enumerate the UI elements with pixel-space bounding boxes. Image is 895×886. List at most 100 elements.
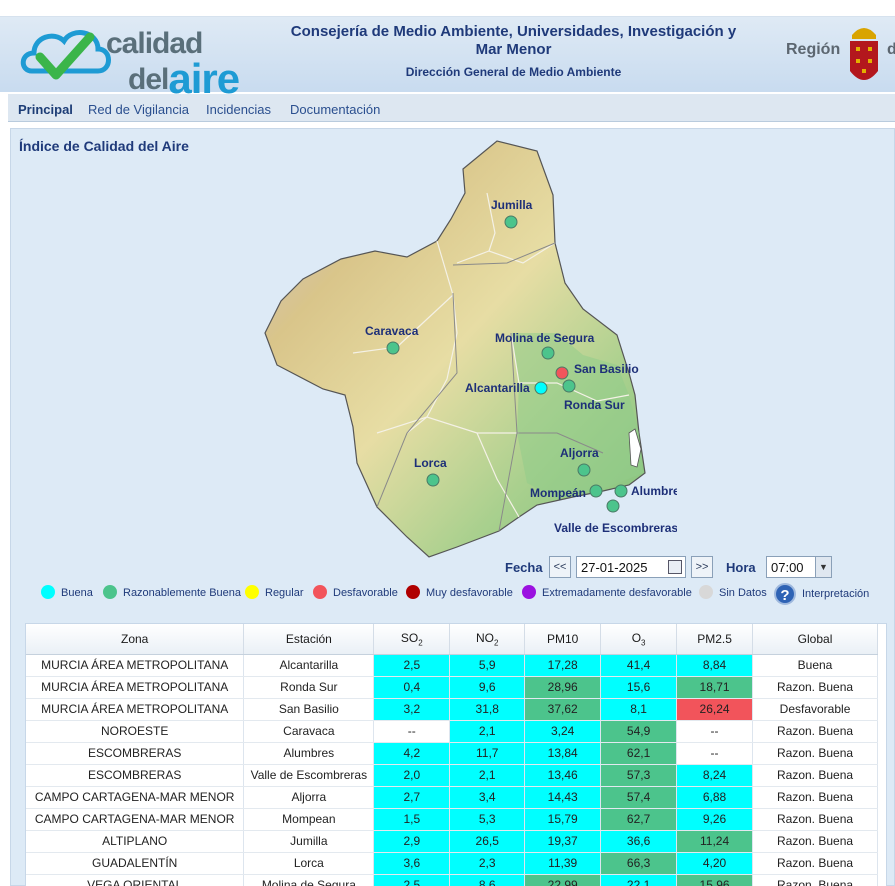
nav-principal[interactable]: Principal (18, 102, 73, 117)
cell-zona: MURCIA ÁREA METROPOLITANA (26, 676, 245, 699)
station-marker-caravaca[interactable] (386, 341, 400, 355)
table-row: MURCIA ÁREA METROPOLITANA Ronda Sur 0,4 9,6… (26, 676, 878, 699)
date-input[interactable]: 27-01-2025 (576, 556, 686, 578)
station-marker-ronda-sur[interactable] (562, 379, 576, 393)
section-title: Índice de Calidad del Aire (19, 138, 189, 154)
interpretacion-link[interactable]: Interpretación (802, 588, 870, 600)
cell-estacion: Aljorra (243, 786, 375, 809)
station-marker-mompean[interactable] (589, 484, 603, 498)
cell-global: Buena (752, 654, 878, 677)
cell-so2: 4,2 (373, 742, 451, 765)
station-label-alumbres[interactable]: Alumbres (631, 484, 677, 498)
station-marker-molina-de-segura[interactable] (541, 346, 555, 360)
cell-pm10: 3,24 (524, 720, 602, 743)
station-label-molina-de-segura[interactable]: Molina de Segura (495, 331, 595, 345)
nav-red-de-vigilancia[interactable]: Red de Vigilancia (88, 102, 189, 117)
next-date-button[interactable]: >> (691, 556, 713, 578)
mar-menor-lagoon (628, 428, 642, 468)
legend-label: Muy desfavorable (426, 587, 513, 599)
cell-estacion: Mompean (243, 808, 375, 831)
region-map[interactable]: Jumilla Caravaca Molina de Segura San Ba… (257, 133, 677, 565)
murcia-crest-icon (850, 28, 878, 80)
date-value: 27-01-2025 (581, 560, 648, 575)
station-marker-alumbres[interactable] (614, 484, 628, 498)
station-label-jumilla[interactable]: Jumilla (491, 198, 533, 212)
cell-estacion: Alumbres (243, 742, 375, 765)
station-label-ronda-sur[interactable]: Ronda Sur (564, 398, 625, 412)
cell-no2: 3,4 (449, 786, 526, 809)
station-marker-jumilla[interactable] (504, 215, 518, 229)
cell-pm25: 26,24 (676, 698, 754, 721)
column-header-pm25[interactable]: PM2.5 (676, 624, 754, 655)
legend-item-muy-desfavorable: Muy desfavorable (406, 585, 513, 599)
cell-pm10: 19,37 (524, 830, 602, 853)
region-label: Región (786, 41, 840, 59)
cell-o3: 54,9 (600, 720, 678, 743)
hour-value: 07:00 (771, 560, 804, 575)
legend-dot-icon (699, 585, 713, 599)
legend-dot-icon (522, 585, 536, 599)
region-label-cut: d (887, 41, 895, 58)
cell-no2: 11,7 (449, 742, 526, 765)
cell-so2: 2,5 (373, 874, 451, 886)
cell-zona: GUADALENTÍN (26, 852, 245, 875)
no2-subscript: 2 (493, 637, 499, 647)
cell-pm25: 8,84 (676, 654, 754, 677)
cell-pm10: 13,84 (524, 742, 602, 765)
cell-estacion: Caravaca (243, 720, 375, 743)
cloud-check-icon (20, 30, 111, 80)
cell-pm25: 11,24 (676, 830, 754, 853)
cell-so2: 2,9 (373, 830, 451, 853)
station-label-aljorra[interactable]: Aljorra (560, 446, 599, 460)
column-header-pm10[interactable]: PM10 (524, 624, 602, 655)
chevron-down-icon[interactable]: ▼ (815, 557, 831, 577)
cell-o3: 41,4 (600, 654, 678, 677)
cell-o3: 15,6 (600, 676, 678, 699)
previous-date-button[interactable]: << (549, 556, 571, 578)
legend-item-regular: Regular (245, 585, 304, 599)
cell-zona: CAMPO CARTAGENA-MAR MENOR (26, 808, 245, 831)
station-label-caravaca[interactable]: Caravaca (365, 324, 419, 338)
station-marker-alcantarilla[interactable] (534, 381, 548, 395)
nav-documentacion[interactable]: Documentación (290, 102, 381, 117)
so2-subscript: 2 (418, 637, 423, 647)
calidad-del-aire-logo[interactable]: calidad delaire (18, 19, 248, 102)
column-header-no2[interactable]: NO2 (449, 624, 526, 655)
station-label-mompean[interactable]: Mompeán (530, 486, 586, 500)
cell-pm25: 9,26 (676, 808, 754, 831)
station-marker-valle-de-escombreras[interactable] (606, 499, 620, 513)
column-header-zona[interactable]: Zona (26, 624, 245, 655)
hour-select[interactable]: 07:00 ▼ (766, 556, 832, 578)
cell-pm25: 4,20 (676, 852, 754, 875)
cell-global: Razon. Buena (752, 764, 878, 787)
station-label-alcantarilla[interactable]: Alcantarilla (465, 381, 530, 395)
column-header-so2[interactable]: SO2 (373, 624, 451, 655)
page-header: calidad delaire Consejería de Medio Ambi… (0, 16, 895, 102)
station-marker-aljorra[interactable] (577, 463, 591, 477)
column-header-estacion[interactable]: Estación (243, 624, 375, 655)
legend-item-razonablemente-buena: Razonablemente Buena (103, 585, 241, 599)
station-marker-san-basilio[interactable] (555, 366, 569, 380)
cell-o3: 57,4 (600, 786, 678, 809)
table-row: MURCIA ÁREA METROPOLITANA San Basilio 3,2 3… (26, 698, 878, 721)
table-body: MURCIA ÁREA METROPOLITANA Alcantarilla 2,5… (26, 654, 878, 886)
nav-incidencias[interactable]: Incidencias (206, 102, 272, 117)
station-label-lorca[interactable]: Lorca (414, 456, 447, 470)
cell-zona: VEGA ORIENTAL (26, 874, 245, 886)
legend-item-buena: Buena (41, 585, 93, 599)
cell-estacion: Alcantarilla (243, 654, 375, 677)
help-icon[interactable]: ? (774, 583, 796, 605)
column-header-o3[interactable]: O3 (600, 624, 678, 655)
station-label-valle-de-escombreras[interactable]: Valle de Escombreras (554, 521, 677, 535)
station-label-san-basilio[interactable]: San Basilio (574, 362, 639, 376)
station-marker-lorca[interactable] (426, 473, 440, 487)
column-header-global[interactable]: Global (752, 624, 878, 655)
cell-no2: 2,3 (449, 852, 526, 875)
cell-zona: NOROESTE (26, 720, 245, 743)
calendar-icon[interactable] (668, 560, 682, 574)
cell-pm10: 13,46 (524, 764, 602, 787)
cell-no2: 5,9 (449, 654, 526, 677)
cell-o3: 62,1 (600, 742, 678, 765)
zone-borders (376, 242, 604, 532)
cell-no2: 31,8 (449, 698, 526, 721)
